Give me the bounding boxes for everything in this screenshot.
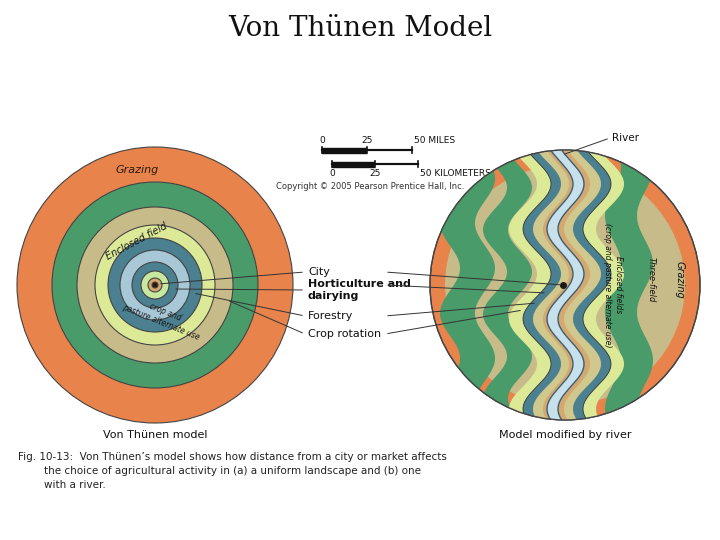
Circle shape bbox=[17, 147, 293, 423]
Polygon shape bbox=[547, 150, 584, 420]
Text: Von Thünen model: Von Thünen model bbox=[103, 430, 207, 440]
Text: the choice of agricultural activity in (a) a uniform landscape and (b) one: the choice of agricultural activity in (… bbox=[18, 466, 421, 476]
Circle shape bbox=[52, 182, 258, 388]
Text: with a river.: with a river. bbox=[18, 480, 106, 490]
Text: Grazing: Grazing bbox=[115, 165, 158, 175]
Polygon shape bbox=[543, 150, 590, 420]
Text: Enclosed field: Enclosed field bbox=[104, 221, 169, 261]
Text: 50 KILOMETERS: 50 KILOMETERS bbox=[420, 169, 491, 178]
Polygon shape bbox=[509, 150, 624, 420]
Text: Fig. 10-13:  Von Thünen’s model shows how distance from a city or market affects: Fig. 10-13: Von Thünen’s model shows how… bbox=[18, 452, 447, 462]
Text: 0: 0 bbox=[319, 136, 325, 145]
Polygon shape bbox=[440, 150, 495, 420]
Text: Crop rotation: Crop rotation bbox=[308, 329, 381, 339]
Circle shape bbox=[445, 165, 685, 405]
Text: 25: 25 bbox=[361, 136, 373, 145]
Text: Model modified by river: Model modified by river bbox=[499, 430, 631, 440]
Text: Grazing: Grazing bbox=[675, 261, 685, 299]
Text: Copyright © 2005 Pearson Prentice Hall, Inc.: Copyright © 2005 Pearson Prentice Hall, … bbox=[276, 182, 464, 191]
Text: Horticulture and
dairying: Horticulture and dairying bbox=[308, 279, 411, 301]
Circle shape bbox=[95, 225, 215, 345]
Text: crop and
pasture alternate use: crop and pasture alternate use bbox=[121, 293, 205, 341]
Circle shape bbox=[132, 262, 178, 308]
Text: 25: 25 bbox=[369, 169, 381, 178]
Circle shape bbox=[141, 271, 169, 299]
Circle shape bbox=[120, 250, 190, 320]
Polygon shape bbox=[605, 150, 653, 420]
Circle shape bbox=[77, 207, 233, 363]
Circle shape bbox=[152, 282, 158, 288]
Text: River: River bbox=[612, 133, 639, 143]
Text: Three-field: Three-field bbox=[647, 258, 655, 303]
Polygon shape bbox=[533, 150, 601, 420]
Polygon shape bbox=[483, 150, 532, 420]
Circle shape bbox=[108, 238, 202, 332]
Text: Von Thünen Model: Von Thünen Model bbox=[228, 15, 492, 42]
Circle shape bbox=[148, 278, 162, 292]
Text: 50 MILES: 50 MILES bbox=[414, 136, 455, 145]
Polygon shape bbox=[523, 150, 611, 420]
Text: Enclosed fields
(crop and pasture alternate use): Enclosed fields (crop and pasture altern… bbox=[603, 222, 623, 347]
Text: Forestry: Forestry bbox=[308, 311, 354, 321]
Text: 0: 0 bbox=[329, 169, 335, 178]
Text: City: City bbox=[308, 267, 330, 277]
Circle shape bbox=[430, 150, 700, 420]
